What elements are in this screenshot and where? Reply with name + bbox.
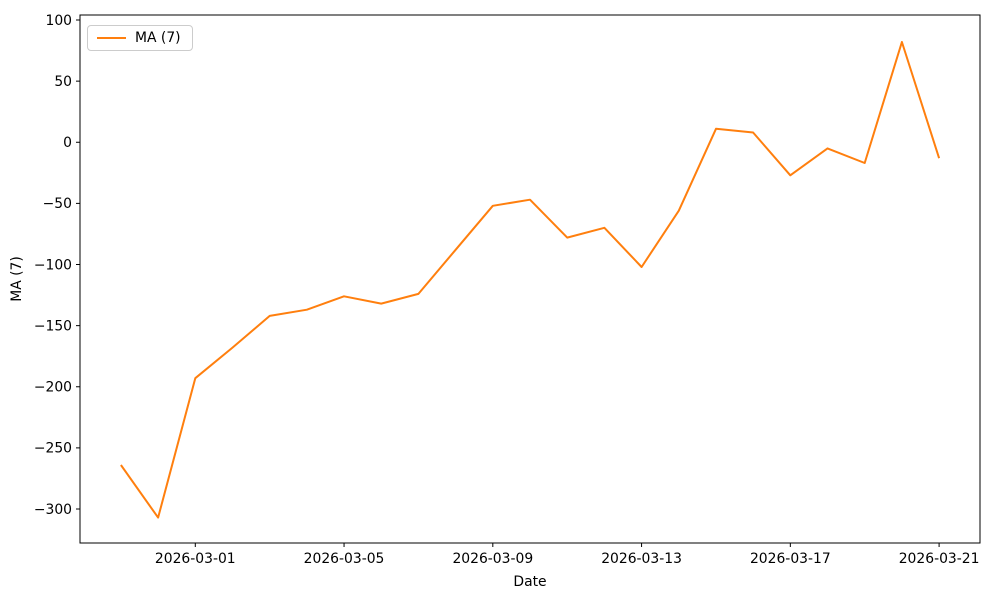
legend-line-sample-icon (97, 37, 126, 39)
legend-label: MA (7) (135, 30, 181, 46)
ma7-line (120, 41, 941, 519)
y-axis-ticks: 100 50 0 −50 −100 −150 −200 −250 −300 (34, 13, 80, 518)
y-tick-label: −250 (34, 441, 72, 457)
y-tick-label: −100 (34, 257, 72, 273)
y-tick-label: 100 (45, 13, 72, 29)
y-axis-label: MA (7) (9, 256, 25, 302)
y-tick-label: 50 (54, 74, 72, 90)
y-tick-label: 0 (63, 135, 72, 151)
x-axis-label: Date (513, 574, 546, 590)
x-axis-ticks: 2026-03-01 2026-03-05 2026-03-09 2026-03-13… (155, 543, 980, 567)
x-tick-label: 2026-03-21 (899, 551, 980, 567)
x-tick-label: 2026-03-05 (304, 551, 385, 567)
x-tick-label: 2026-03-17 (750, 551, 831, 567)
plot-area-border (79, 14, 981, 544)
y-tick-label: −200 (34, 380, 72, 396)
x-tick-label: 2026-03-13 (601, 551, 682, 567)
y-tick-label: −50 (43, 196, 72, 212)
x-tick-label: 2026-03-09 (452, 551, 533, 567)
y-tick-label: −300 (34, 502, 72, 518)
legend: MA (7) (87, 25, 193, 51)
y-tick-label: −150 (34, 318, 72, 334)
x-tick-label: 2026-03-01 (155, 551, 236, 567)
